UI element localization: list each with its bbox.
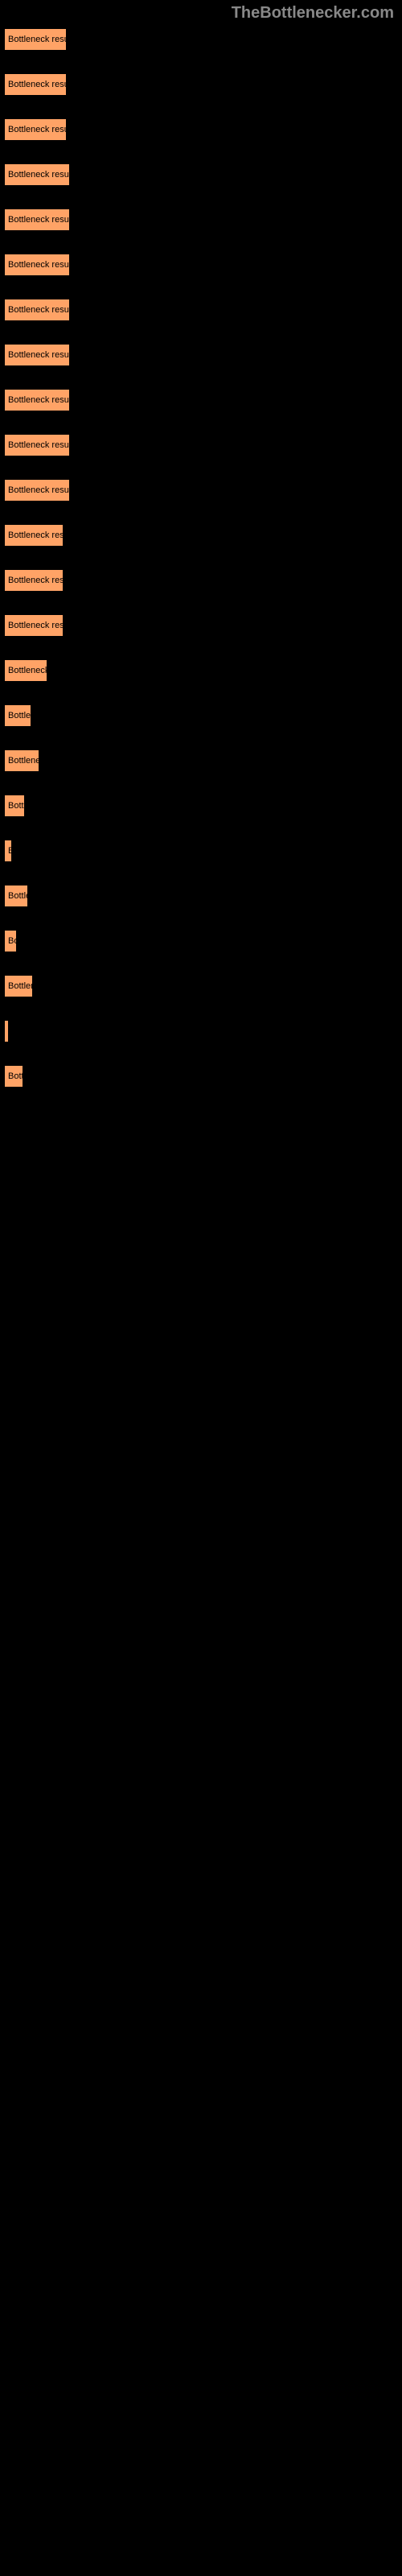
chart-bar: Bottl [4,795,25,817]
bar-row: Bottleneck resu [4,569,398,592]
chart-bar: Bottlen [4,975,33,997]
chart-bar: Bottleneck result [4,254,70,276]
bar-row: Bottlen [4,975,398,997]
chart-bar: B [4,840,12,862]
bar-row: Bottleneck result [4,208,398,231]
chart-bar: Bottleneck result [4,434,70,456]
chart-bar: Bo [4,930,17,952]
bar-row: Bottleneck result [4,479,398,502]
bar-row: Bottl [4,795,398,817]
chart-bar: Bottle [4,885,28,907]
bar-row: Bottle [4,885,398,907]
bar-row: Bottleneck result [4,163,398,186]
chart-bar: Bottleneck result [4,389,70,411]
bar-row: Bottlenec [4,749,398,772]
chart-bar: Bottleneck result [4,299,70,321]
bar-row: Bottleneck result [4,28,398,51]
bar-chart: Bottleneck result Bottleneck result Bottle… [0,0,402,1114]
bar-row [4,1020,398,1042]
chart-bar [4,1020,9,1042]
chart-bar: Bottleneck resu [4,524,64,547]
bar-row: Bottleneck result [4,434,398,456]
bar-row: Bottleneck result [4,299,398,321]
bar-row: B [4,840,398,862]
chart-bar: Bottleneck result [4,344,70,366]
bar-row: Bottleneck result [4,389,398,411]
chart-bar: Bottleneck result [4,163,70,186]
chart-bar: Bottleneck resu [4,569,64,592]
bar-row: Bottleneck result [4,73,398,96]
bar-row: Bottlen [4,704,398,727]
chart-bar: Bottleneck result [4,73,67,96]
chart-bar: Bottleneck result [4,28,67,51]
chart-bar: Bottlenec [4,749,39,772]
bar-row: Bott [4,1065,398,1088]
chart-bar: Bottlen [4,704,31,727]
chart-bar: Bottleneck result [4,118,67,141]
chart-bar: Bottleneck resu [4,614,64,637]
chart-bar: Bottleneck result [4,479,70,502]
bar-row: Bottleneck result [4,254,398,276]
bar-row: Bottleneck resu [4,524,398,547]
bar-row: Bottleneck [4,659,398,682]
bar-row: Bottleneck resu [4,614,398,637]
bar-row: Bottleneck result [4,118,398,141]
chart-bar: Bott [4,1065,23,1088]
bar-row: Bo [4,930,398,952]
bar-row: Bottleneck result [4,344,398,366]
chart-bar: Bottleneck result [4,208,70,231]
chart-bar: Bottleneck [4,659,47,682]
watermark-text: TheBottlenecker.com [232,4,394,23]
